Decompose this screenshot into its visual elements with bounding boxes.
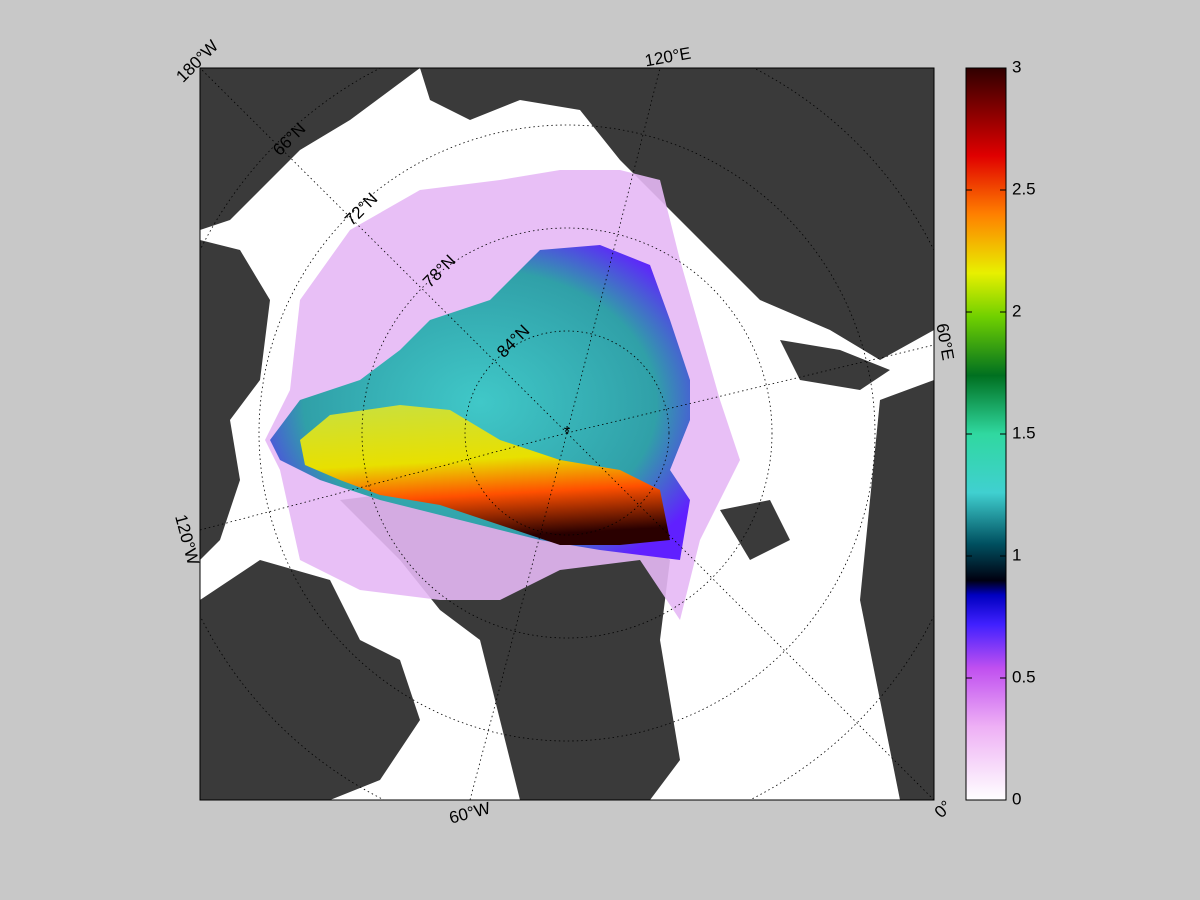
pole-marker: * xyxy=(564,422,571,441)
lon-label: 60°E xyxy=(932,322,957,362)
colorbar-tick-label: 1.5 xyxy=(1012,423,1036,442)
land xyxy=(200,68,420,230)
land xyxy=(780,340,890,390)
colorbar-tick-label: 2.5 xyxy=(1012,179,1036,198)
lon-label: 60°W xyxy=(447,798,492,827)
lon-label: 120°W xyxy=(171,513,203,567)
map-area: * xyxy=(200,68,934,800)
land xyxy=(860,380,934,800)
colorbar-tick-label: 2 xyxy=(1012,301,1021,320)
sea-ice-thick xyxy=(300,405,670,545)
colorbar xyxy=(965,67,1007,801)
graticule xyxy=(200,68,934,800)
lon-label: 120°E xyxy=(643,44,692,71)
land xyxy=(200,240,270,560)
colorbar-tick-label: 1 xyxy=(1012,545,1021,564)
colorbar-tick-label: 0 xyxy=(1012,789,1021,808)
land xyxy=(720,500,790,560)
colorbar-tick-label: 0.5 xyxy=(1012,667,1036,686)
colorbar-tick-label: 3 xyxy=(1012,57,1021,76)
land xyxy=(200,560,420,800)
lon-label: 0° xyxy=(931,797,956,822)
map-frame xyxy=(199,67,935,801)
land xyxy=(420,68,934,360)
